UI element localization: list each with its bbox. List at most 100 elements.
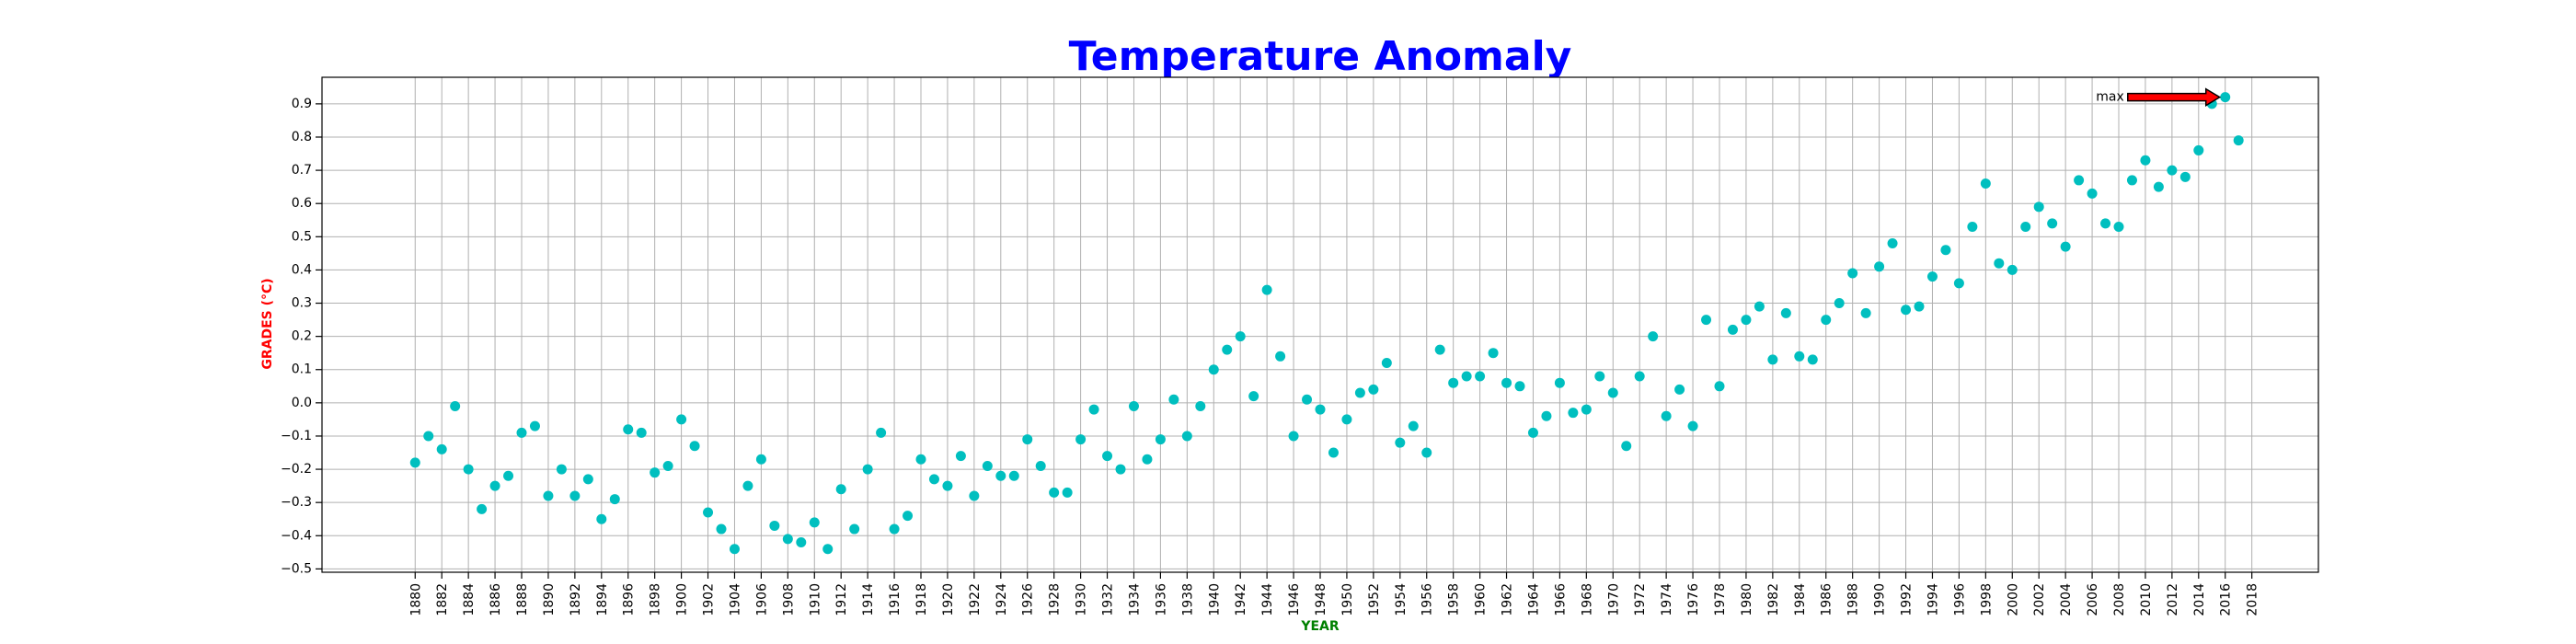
data-point [503, 470, 514, 481]
x-tick-label: 1980 [1740, 583, 1754, 616]
data-point [650, 467, 661, 478]
x-tick-label: 1892 [569, 583, 583, 616]
x-tick-label: 1956 [1420, 583, 1435, 616]
data-point [1128, 400, 1139, 411]
data-point [1741, 315, 1752, 326]
y-tick-label: 0.3 [292, 296, 312, 311]
data-point [543, 490, 554, 501]
x-tick-label: 1982 [1766, 583, 1781, 616]
data-point [2220, 92, 2231, 103]
y-tick-label: 0.2 [292, 329, 312, 344]
x-tick-label: 1920 [941, 583, 956, 616]
x-tick-label: 1900 [675, 583, 690, 616]
x-tick-label: 1926 [1021, 583, 1036, 616]
data-point [529, 420, 540, 431]
data-point [1901, 305, 1912, 316]
x-tick-label: 1888 [515, 583, 530, 616]
data-point [636, 427, 647, 438]
data-point [703, 507, 714, 518]
plot-frame [321, 76, 2319, 573]
data-point [2060, 241, 2071, 252]
data-point [2233, 135, 2244, 146]
x-tick-label: 1880 [408, 583, 423, 616]
data-point [2033, 201, 2044, 213]
data-point [596, 513, 607, 524]
data-point [1195, 400, 1206, 411]
data-point [609, 494, 620, 505]
x-tick-label: 1940 [1207, 583, 1222, 616]
data-point [1408, 420, 1419, 431]
data-point [2140, 155, 2151, 166]
data-point [1421, 447, 1432, 458]
data-point [409, 457, 420, 468]
data-point [1208, 364, 1219, 375]
y-tick-label: 0.9 [292, 97, 312, 111]
data-point [1168, 394, 1179, 405]
x-tick-label: 1894 [595, 583, 610, 616]
x-tick-label: 1964 [1526, 583, 1541, 616]
data-point [1887, 238, 1898, 249]
data-point [1302, 394, 1313, 405]
data-point [569, 490, 581, 501]
data-point [450, 400, 461, 411]
x-tick-label: 1958 [1447, 583, 1462, 616]
data-point [1142, 454, 1153, 465]
data-point [796, 537, 807, 548]
data-point [1181, 431, 1192, 442]
data-point [1434, 344, 1445, 355]
data-point [1847, 268, 1858, 279]
data-point [1248, 391, 1259, 402]
data-point [942, 480, 953, 491]
data-point [1821, 315, 1832, 326]
data-point [1461, 371, 1472, 382]
data-point [1767, 354, 1778, 365]
data-point [849, 523, 860, 535]
x-tick-label: 1890 [542, 583, 557, 616]
data-point [2087, 188, 2098, 199]
y-tick-label: −0.2 [281, 462, 312, 477]
x-tick-label: 2004 [2059, 583, 2074, 616]
x-tick-label: 1988 [1846, 583, 1861, 616]
x-tick-label: 2000 [2006, 583, 2020, 616]
x-tick-label: 1936 [1154, 583, 1168, 616]
data-point [1261, 284, 1272, 295]
x-tick-label: 1966 [1553, 583, 1568, 616]
data-point [915, 454, 926, 465]
data-point [716, 523, 727, 535]
data-point [1288, 431, 1299, 442]
data-point [1049, 487, 1060, 498]
y-tick-label: 0.1 [292, 362, 312, 377]
data-point [2007, 264, 2018, 275]
data-point [1488, 348, 1499, 359]
data-point [1368, 384, 1379, 395]
data-point [1661, 410, 1672, 421]
x-tick-label: 1904 [728, 583, 742, 616]
data-point [769, 520, 780, 531]
data-point [822, 544, 834, 555]
x-tick-label: 1928 [1048, 583, 1063, 616]
x-tick-label: 2014 [2192, 583, 2207, 616]
chart-title: Temperature Anomaly [1069, 33, 1572, 80]
data-point [928, 474, 939, 485]
data-point [1222, 344, 1233, 355]
x-tick-label: 1978 [1713, 583, 1728, 616]
data-point [423, 431, 434, 442]
data-point [1527, 427, 1538, 438]
x-tick-label: 1946 [1287, 583, 1302, 616]
x-tick-label: 1906 [754, 583, 769, 616]
data-point [1834, 298, 1845, 309]
data-point [1381, 358, 1392, 369]
data-point [2074, 175, 2085, 186]
data-point [955, 451, 966, 462]
data-point [835, 484, 846, 495]
x-tick-label: 1896 [622, 583, 637, 616]
data-point [782, 534, 793, 545]
data-point [862, 464, 873, 475]
data-point [729, 544, 740, 555]
data-point [1328, 447, 1339, 458]
x-tick-label: 1968 [1580, 583, 1594, 616]
data-point [1914, 301, 1925, 312]
data-point [1475, 371, 1486, 382]
data-point [1341, 414, 1352, 425]
data-point [489, 480, 500, 491]
